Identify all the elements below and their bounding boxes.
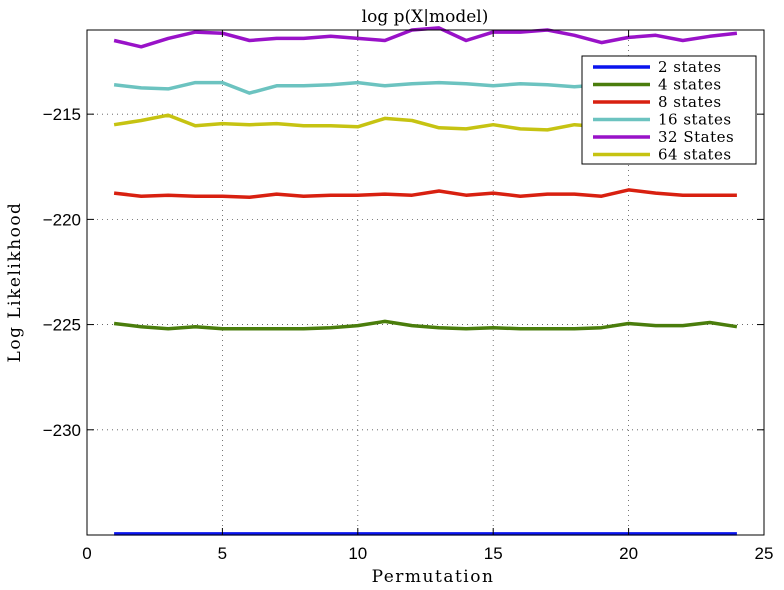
legend-label-8-states: 8 states [658,93,722,111]
plot-area-frame [86,29,765,536]
series-line-32-states [113,26,738,49]
x-tick-label: 25 [755,544,774,563]
legend-label-64-states: 64 states [658,146,732,164]
legend-label-4-states: 4 states [658,76,722,94]
x-tick-label: 15 [484,544,503,563]
axis-ticks: 0 5 10 15 20 25 −215 −220 −225 −230 [43,30,774,563]
series-line-8-states [113,188,737,200]
legend-label-32-states: 32 States [658,128,734,146]
y-tick-label: −225 [43,316,81,335]
legend-box [581,55,757,165]
y-tick-label: −220 [43,210,81,229]
grid-lines [87,30,764,535]
x-tick-label: 0 [82,544,91,563]
x-tick-label: 20 [619,544,638,563]
y-tick-label: −230 [43,421,81,440]
x-tick-label: 10 [348,544,367,563]
y-tick-label: −215 [43,105,81,124]
x-tick-label: 5 [218,544,227,563]
chart-title: log p(X|model) [362,7,489,27]
legend-label-2-states: 2 states [658,58,722,76]
y-axis-title: Log Likelikhood [5,202,25,363]
legend-label-16-states: 16 states [658,111,732,129]
series-line-4-states [113,319,738,331]
x-axis-title: Permutation [372,567,495,587]
